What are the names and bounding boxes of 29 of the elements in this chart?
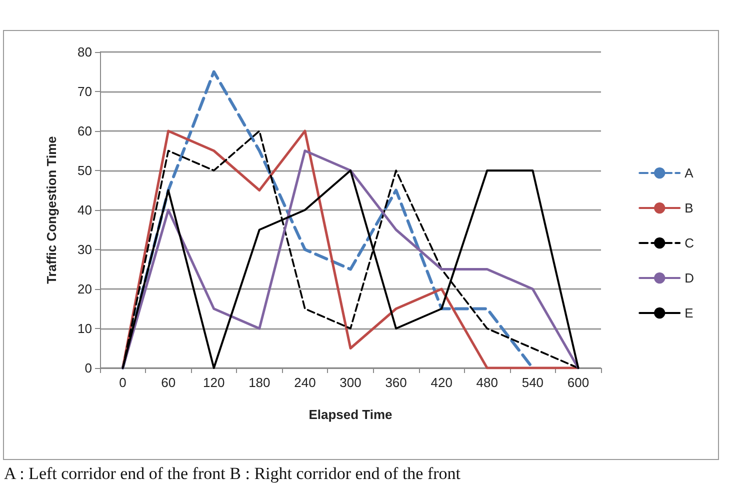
x-axis-title: Elapsed Time [308, 407, 392, 422]
legend-label: D [684, 270, 694, 286]
y-tick-label: 40 [78, 202, 92, 218]
legend-label: E [684, 306, 694, 320]
y-tick-label: 10 [78, 321, 92, 336]
x-tick-label: 60 [161, 375, 176, 390]
y-tick-label: 70 [78, 84, 92, 99]
y-tick-label: 50 [78, 163, 92, 178]
x-tick-label: 240 [294, 375, 316, 390]
y-tick-label: 0 [84, 360, 92, 376]
x-tick-label: 0 [119, 375, 126, 390]
x-tick-label: 180 [248, 375, 270, 390]
y-tick-label: 20 [78, 282, 92, 296]
x-tick-label: 600 [567, 375, 590, 390]
x-tick-label: 300 [340, 375, 362, 390]
y-axis-title: Traffic Congestion Time [44, 136, 59, 284]
y-tick-label: 30 [78, 242, 92, 257]
y-tick-label: 60 [78, 124, 92, 138]
x-tick-label: 360 [385, 375, 407, 390]
x-tick-label: 120 [203, 375, 225, 390]
x-tick-label: 540 [522, 375, 544, 390]
line-series [121, 70, 534, 370]
text: A : Left corridor end of the front B : Right corridor end of the front [3, 464, 462, 484]
x-tick-label: 420 [430, 375, 452, 390]
x-tick-label: 480 [476, 375, 498, 390]
y-tick-label: 80 [78, 44, 92, 60]
legend-label: B [684, 200, 694, 216]
legend-label: C [684, 236, 694, 250]
legend-label: A [684, 166, 694, 180]
